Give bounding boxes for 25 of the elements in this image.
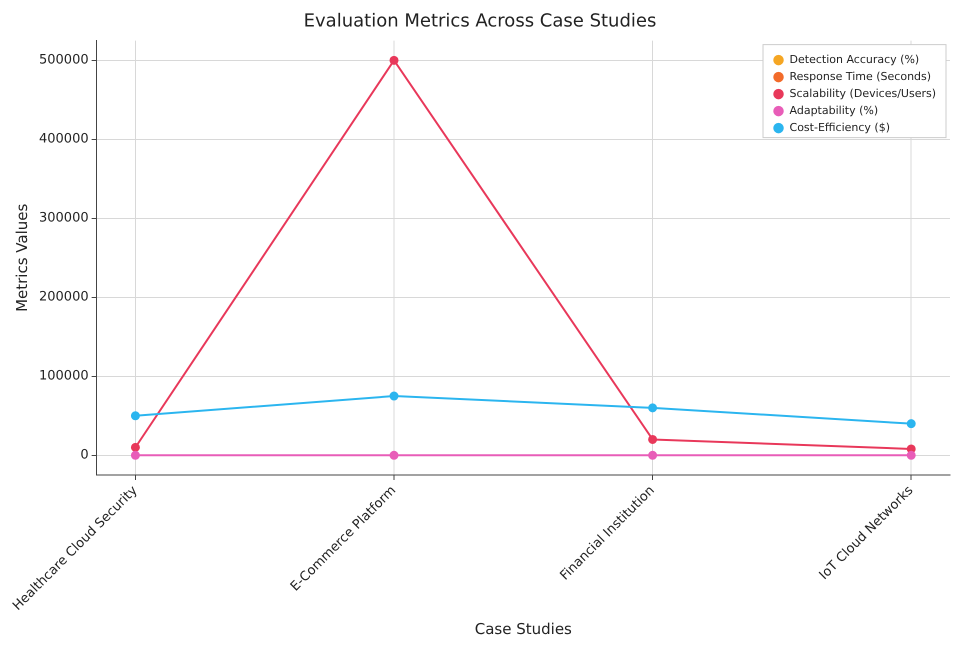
legend-label: Response Time (Seconds) [790, 70, 932, 83]
point [906, 419, 916, 428]
legend-label: Detection Accuracy (%) [790, 52, 920, 66]
point [906, 450, 916, 460]
x-axis-title: Case Studies [474, 620, 572, 638]
point [390, 450, 399, 460]
point [648, 434, 658, 444]
y-tick-label: 100000 [38, 368, 89, 384]
point [648, 450, 658, 460]
y-axis-title: Metrics Values [12, 204, 31, 312]
point [130, 442, 140, 452]
point [390, 56, 399, 65]
y-tick-label: 400000 [38, 132, 89, 147]
point [390, 392, 399, 401]
legend-label: Cost-Efficiency ($) [790, 120, 890, 134]
legend-label: Scalability (Devices/Users) [790, 86, 936, 100]
point [130, 411, 140, 420]
legend-label: Adaptability (%) [790, 104, 878, 117]
y-tick-label: 200000 [38, 290, 89, 305]
y-tick-label: 0 [80, 448, 89, 463]
point [648, 403, 658, 412]
y-tick-label: 500000 [38, 52, 89, 68]
y-tick-label: 300000 [38, 210, 89, 226]
point [130, 450, 140, 460]
chart-title: Evaluation Metrics Across Case Studies [304, 10, 656, 32]
